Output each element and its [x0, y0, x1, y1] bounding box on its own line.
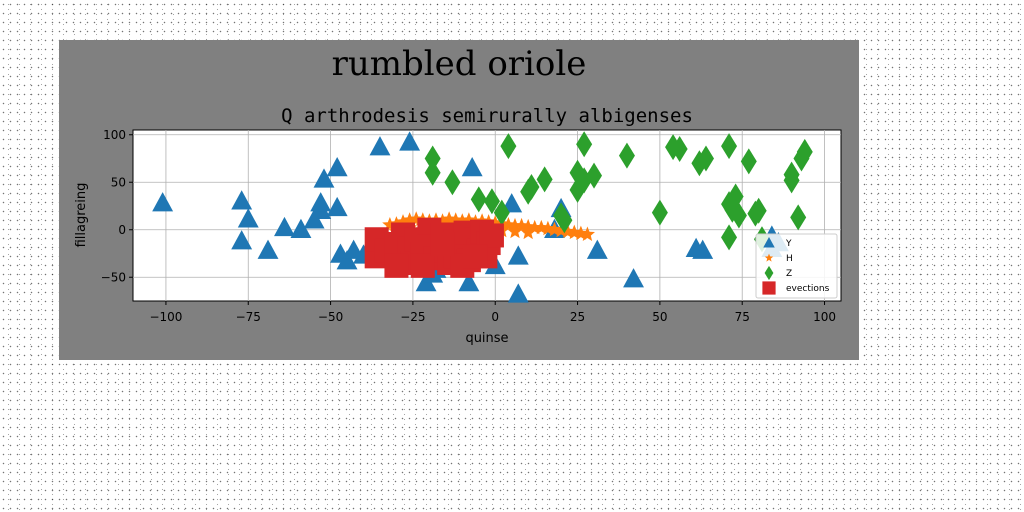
data-point-z — [721, 133, 738, 160]
legend-marker-y — [763, 236, 775, 248]
data-point-y — [310, 192, 332, 212]
data-point-evections — [384, 253, 409, 278]
data-point-h — [527, 219, 543, 235]
data-point-z — [727, 183, 744, 210]
data-point-y — [290, 218, 312, 238]
data-point-y — [692, 239, 714, 259]
data-point-y — [326, 157, 348, 177]
data-point-y — [231, 230, 253, 250]
x-axis-label: quinse — [465, 331, 508, 346]
data-point-h — [402, 212, 418, 227]
data-point-y — [507, 283, 529, 303]
x-tick-label: −100 — [149, 310, 182, 324]
legend-label-z: Z — [786, 269, 792, 279]
y-axis-label: fillagreing — [74, 183, 89, 248]
data-point-h — [520, 224, 536, 240]
data-point-z — [671, 136, 688, 162]
data-point-y — [507, 245, 529, 265]
data-point-y — [237, 208, 259, 228]
legend-box — [755, 233, 838, 299]
data-point-evections — [430, 232, 455, 256]
data-point-z — [586, 162, 603, 189]
legend-marker-h — [764, 253, 774, 262]
data-point-z — [783, 167, 800, 194]
y-tick-label: −50 — [101, 270, 126, 284]
data-marks — [152, 131, 813, 303]
data-point-h — [382, 217, 398, 232]
data-point-z — [618, 142, 635, 169]
data-point-z — [790, 204, 807, 231]
y-tick-label: 0 — [118, 223, 126, 237]
data-point-z — [576, 131, 593, 158]
axis-ticks: −100 −75 −50 −25 0 25 50 75 100 −50 0 50 100 — [101, 128, 836, 324]
data-point-h — [434, 213, 451, 228]
data-point-z — [796, 138, 813, 165]
data-point-y — [458, 271, 480, 292]
chart-title: Q arthrodesis semirurally albigenses — [281, 105, 693, 127]
data-point-z — [500, 133, 517, 160]
x-tick-label: 75 — [735, 310, 750, 324]
figure-suptitle: rumbled oriole — [332, 44, 587, 84]
data-point-h — [507, 223, 523, 239]
data-point-z — [444, 169, 461, 196]
y-tick-label: 50 — [111, 175, 126, 189]
legend-marker-z — [764, 265, 774, 281]
x-tick-label: 100 — [813, 310, 836, 324]
legend-marker-evections — [762, 281, 776, 295]
data-point-y — [274, 216, 295, 237]
data-point-h — [579, 226, 595, 241]
x-tick-label: −50 — [318, 310, 343, 324]
data-point-y — [623, 268, 644, 288]
x-tick-label: 0 — [491, 310, 499, 324]
data-point-z — [651, 199, 668, 226]
data-point-y — [586, 239, 608, 259]
data-point-y — [326, 196, 348, 217]
data-point-z — [730, 202, 747, 229]
data-point-z — [470, 186, 487, 213]
data-point-evections — [463, 244, 488, 269]
data-point-z — [536, 166, 553, 193]
x-tick-label: −25 — [400, 310, 425, 324]
data-point-y — [399, 131, 421, 151]
data-point-evections — [410, 253, 435, 278]
data-point-z — [523, 174, 540, 200]
data-point-y — [336, 250, 358, 270]
data-point-y — [231, 190, 253, 210]
data-point-z — [750, 197, 767, 224]
data-point-evections — [479, 223, 504, 248]
data-point-y — [461, 157, 483, 177]
data-point-z — [697, 145, 714, 172]
data-point-y — [313, 168, 335, 188]
data-point-z — [424, 145, 441, 172]
data-point-z — [740, 148, 757, 175]
y-tick-label: 100 — [103, 128, 126, 142]
legend-label-y: Y — [785, 239, 792, 249]
legend-label-evections: evections — [786, 284, 830, 294]
legend-label-h: H — [786, 254, 793, 264]
data-point-z — [424, 159, 441, 186]
x-tick-label: 50 — [652, 310, 667, 324]
data-point-z — [556, 207, 573, 234]
data-point-y — [152, 192, 174, 212]
data-point-z — [493, 199, 510, 226]
data-point-h — [461, 212, 477, 227]
data-point-z — [483, 188, 500, 215]
data-point-z — [721, 224, 738, 251]
x-tick-label: −75 — [236, 310, 261, 324]
data-point-y — [369, 136, 391, 156]
x-tick-label: 25 — [570, 310, 585, 324]
data-point-y — [257, 239, 279, 259]
